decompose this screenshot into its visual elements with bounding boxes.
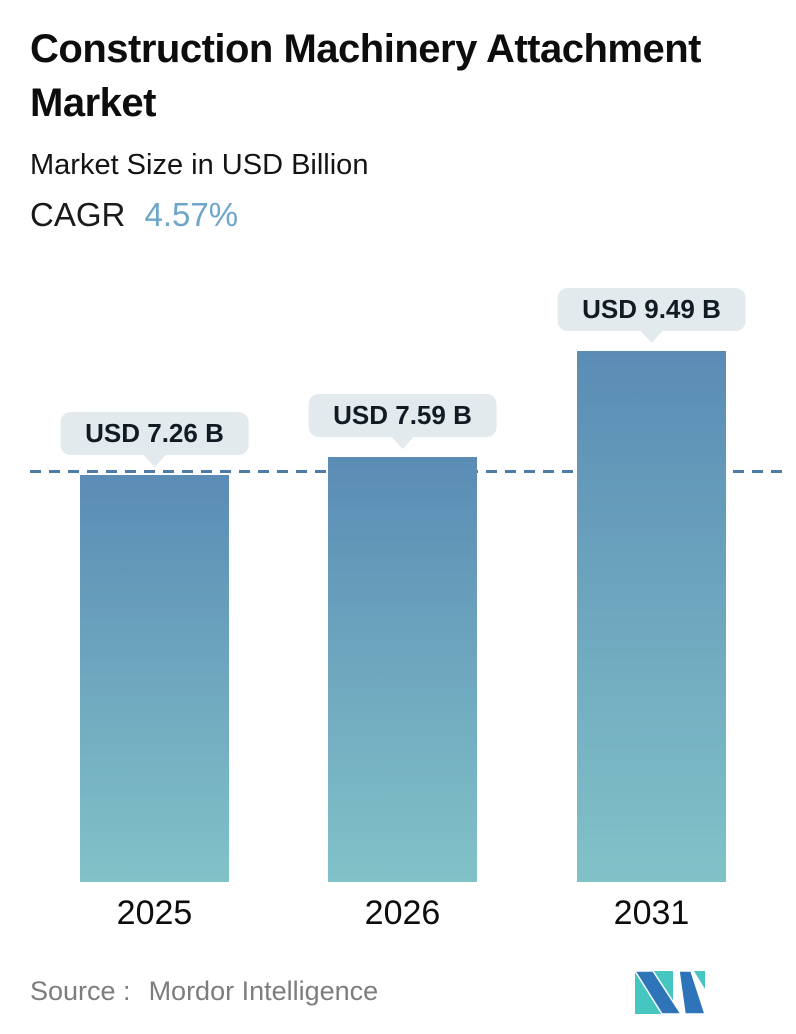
bar-2026 [328,457,477,882]
value-tooltip: USD 9.49 B [557,288,746,343]
x-axis-label-2031: 2031 [613,894,690,932]
tooltip-value: USD 7.59 B [333,400,472,430]
tooltip-value: USD 9.49 B [582,294,721,324]
chart-subtitle: Market Size in USD Billion [30,148,369,181]
x-axis-label-2026: 2026 [364,894,441,932]
value-tooltip: USD 7.59 B [308,394,497,449]
tooltip-pointer [640,331,663,343]
source-name: Mordor Intelligence [148,976,379,1006]
bar-chart: USD 7.26 B USD 7.59 B USD 9.49 B 2025 20… [0,232,796,932]
bar-2025 [80,475,229,882]
chart-title: Construction Machinery Attachment Market [30,27,701,126]
bar-2031 [577,351,726,882]
tooltip-pointer [391,437,414,449]
tooltip-pointer [143,455,166,467]
x-axis-label-2025: 2025 [116,894,193,932]
tooltip-value: USD 7.26 B [85,418,224,448]
mordor-intelligence-logo-icon [633,970,707,1015]
cagr-row: CAGR 4.57% [30,196,770,234]
cagr-value: 4.57% [144,195,239,233]
chart-header: Construction Machinery Attachment Market… [30,22,770,234]
value-tooltip: USD 7.26 B [60,412,249,467]
source-text: Source : Mordor Intelligence [30,976,378,1006]
source-label: Source : [30,976,131,1006]
cagr-label: CAGR [30,195,126,233]
chart-footer: Source : Mordor Intelligence [30,970,766,1015]
